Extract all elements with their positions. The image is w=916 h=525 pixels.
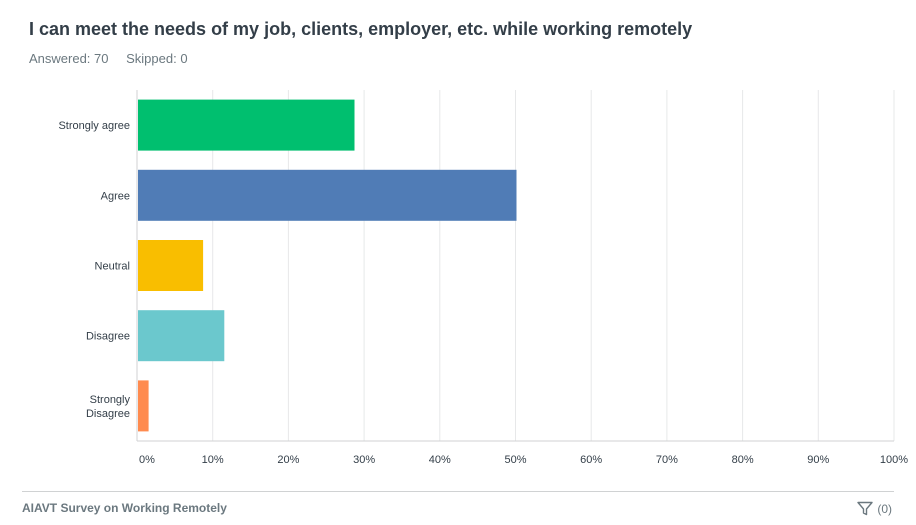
bar [138,380,149,432]
filter-count: (0) [877,501,892,516]
x-tick-label: 100% [880,454,908,466]
bar [138,169,517,221]
bar [138,99,355,151]
bar-chart: 0% 10% 20% 30% 40% 50% 60% 70% 80% 90% 100% Strongl… [58,90,908,466]
bar [138,310,225,362]
response-stats: Answered: 70 Skipped: 0 [29,51,188,66]
category-label: Strongly agree [58,120,130,132]
question-title: I can meet the needs of my job, clients,… [29,19,693,39]
category-label: Neutral [95,261,130,273]
bar [138,240,204,291]
footer-divider [22,491,894,492]
answered-count: Answered: 70 [29,51,109,66]
x-tick-label: 30% [353,454,375,466]
x-tick-label: 70% [656,454,678,466]
category-label: Strongly [90,394,131,406]
category-label: Agree [101,190,130,202]
x-tick-label: 60% [580,454,602,466]
x-tick-label: 10% [202,454,224,466]
filter-icon [857,501,874,516]
filter-button[interactable]: (0) [857,501,892,516]
category-label: Disagree [86,408,130,420]
x-tick-label: 50% [504,454,526,466]
category-label: Disagree [86,331,130,343]
x-tick-label: 0% [139,454,155,466]
skipped-count: Skipped: 0 [126,51,188,66]
x-tick-label: 80% [732,454,754,466]
x-tick-label: 40% [429,454,451,466]
x-tick-label: 90% [807,454,829,466]
x-tick-label: 20% [277,454,299,466]
survey-name: AIAVT Survey on Working Remotely [22,501,227,515]
